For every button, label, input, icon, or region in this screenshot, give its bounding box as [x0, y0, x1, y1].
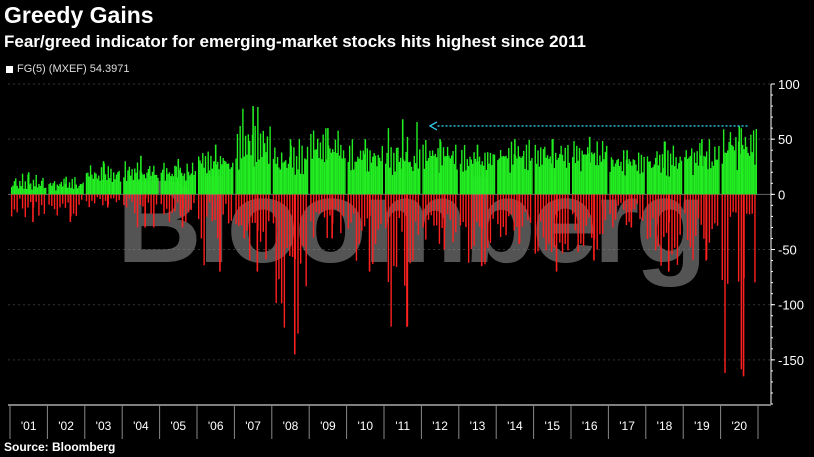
x-tick-label: '19	[694, 419, 710, 433]
x-tick-label: '12	[432, 419, 448, 433]
y-tick-label: 100	[778, 77, 800, 92]
y-tick-label: -150	[778, 353, 804, 368]
x-tick-label: '08	[283, 419, 299, 433]
y-tick-label: 0	[778, 187, 785, 202]
x-tick-label: '11	[395, 419, 410, 433]
x-tick-label: '07	[245, 419, 261, 433]
legend: FG(5) (MXEF) 54.3971	[6, 63, 129, 75]
x-tick-label: '15	[544, 419, 560, 433]
annotation-arrow-head	[428, 121, 438, 131]
legend-swatch	[6, 65, 13, 73]
x-tick-label: '20	[731, 419, 747, 433]
x-axis: '01 '02 '03 '04 '05 '06 '07 '08 '09 '10 '11 '12 '13 '…	[8, 404, 771, 439]
bar-group	[10, 106, 758, 377]
annotation-group	[428, 121, 748, 131]
x-tick-label: '09	[320, 419, 336, 433]
chart-title: Greedy Gains	[4, 2, 154, 28]
x-tick-label: '13	[470, 419, 486, 433]
x-tick-label: '05	[170, 419, 186, 433]
x-tick-label: '14	[507, 419, 523, 433]
y-tick-label: 50	[778, 132, 792, 147]
y-axis: 100 50 0 -50 -100 -150	[770, 77, 804, 405]
chart-subtitle: Fear/greed indicator for emerging-market…	[4, 32, 586, 51]
x-tick-label: '17	[619, 419, 635, 433]
x-tick-label: '10	[357, 419, 373, 433]
y-tick-label: -100	[778, 298, 804, 313]
x-tick-label: '03	[96, 419, 112, 433]
legend-label: FG(5) (MXEF) 54.3971	[17, 63, 130, 75]
source-note: Source: Bloomberg	[4, 440, 116, 454]
x-tick-label: '02	[58, 419, 74, 433]
x-tick-label: '04	[133, 419, 149, 433]
x-tick-label: '06	[208, 419, 224, 433]
x-tick-label: '18	[657, 419, 673, 433]
x-tick-label: '16	[582, 419, 598, 433]
y-tick-label: -50	[778, 243, 797, 258]
x-tick-label: '01	[21, 419, 37, 433]
